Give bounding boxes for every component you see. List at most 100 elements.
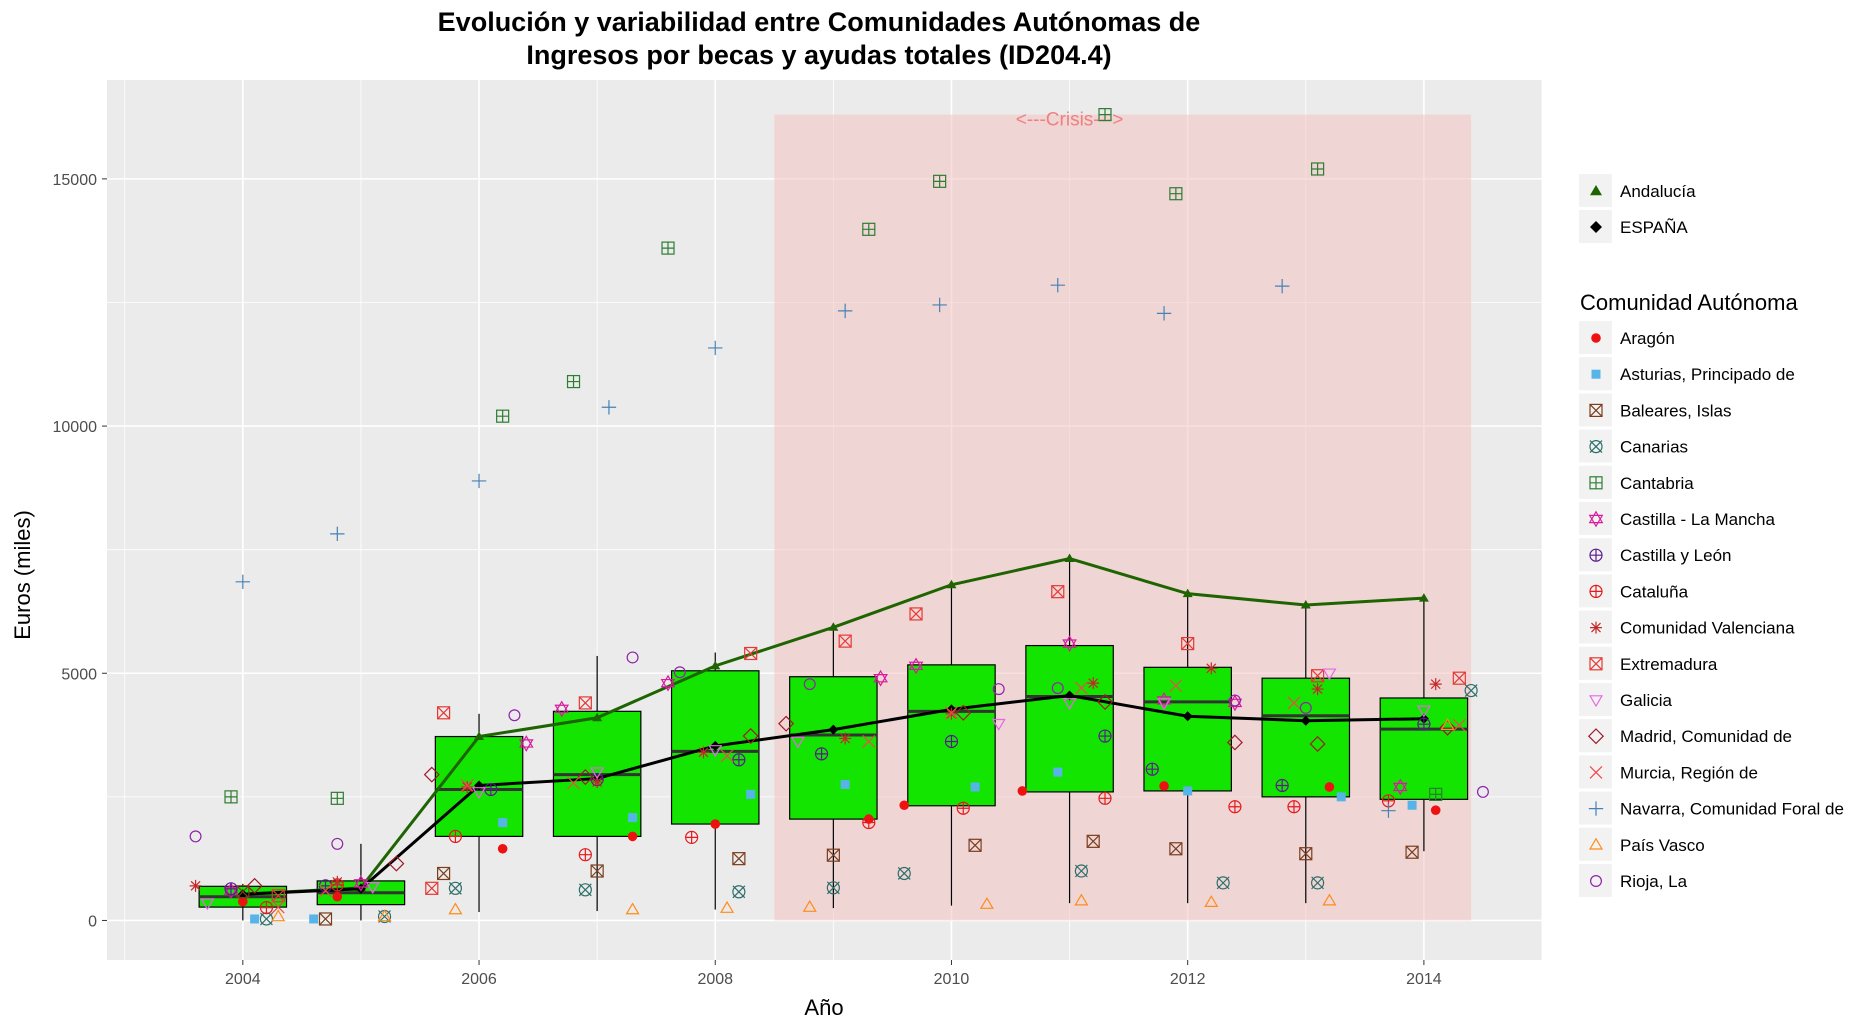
point — [968, 838, 982, 852]
point — [1452, 718, 1466, 732]
point — [838, 634, 852, 648]
point — [250, 914, 260, 924]
point — [1299, 701, 1312, 714]
point — [448, 881, 463, 895]
point — [271, 889, 285, 903]
y-tick-label: 10000 — [53, 419, 98, 436]
line-point — [1064, 553, 1075, 563]
legend-lines: Andalucía ESPAÑA — [1579, 174, 1696, 243]
point — [628, 813, 638, 823]
point — [365, 882, 380, 895]
point — [246, 877, 263, 894]
point — [1051, 682, 1064, 695]
point — [1228, 800, 1242, 814]
box — [1025, 644, 1114, 793]
line-point — [946, 579, 957, 589]
legend-key — [1579, 719, 1612, 753]
point — [839, 732, 852, 745]
y-axis-ticks: 0 5000 10000 15000 — [53, 172, 107, 930]
point — [1476, 785, 1489, 798]
point — [578, 883, 592, 897]
point — [437, 866, 451, 881]
point — [238, 896, 248, 907]
point — [744, 646, 758, 661]
point — [933, 174, 947, 188]
x-tick-label: 2004 — [225, 971, 261, 988]
legend-key — [1579, 827, 1612, 861]
point — [1216, 876, 1230, 890]
point — [461, 780, 474, 793]
point — [1062, 635, 1077, 652]
point — [1145, 762, 1159, 776]
legend-item: ESPAÑA — [1579, 210, 1688, 243]
point — [802, 899, 817, 912]
point — [259, 900, 274, 915]
series-Extremadura — [271, 585, 1466, 903]
x-tick-label: 2010 — [934, 971, 970, 988]
box — [789, 676, 878, 820]
legend-label: Canarias — [1620, 438, 1688, 457]
point — [626, 651, 639, 664]
point — [423, 766, 440, 783]
series-Galicia — [200, 668, 1431, 911]
point — [318, 912, 333, 926]
legend-item: Galicia — [1579, 683, 1673, 716]
point — [1407, 800, 1417, 810]
legend-label: Comunidad Valenciana — [1620, 619, 1795, 638]
point — [627, 831, 638, 842]
point — [590, 767, 605, 780]
point — [1169, 679, 1183, 693]
point — [778, 715, 795, 732]
legend-item: Andalucía — [1579, 174, 1696, 207]
point — [330, 526, 345, 542]
point — [732, 885, 746, 899]
line-point — [237, 889, 248, 900]
point — [862, 815, 876, 830]
point — [660, 674, 676, 692]
legend-label: Navarra, Comunidad Foral de — [1620, 800, 1844, 819]
point — [1429, 678, 1442, 691]
point — [710, 819, 721, 829]
point — [955, 704, 972, 721]
point — [732, 852, 746, 866]
legend-label: Cantabria — [1620, 474, 1694, 493]
legend-label: Cataluña — [1620, 582, 1689, 601]
boxplot-2011 — [1025, 559, 1114, 904]
point — [601, 400, 617, 415]
point — [837, 303, 853, 319]
legend-label: Castilla - La Mancha — [1620, 510, 1776, 529]
y-axis-title: Euros (miles) — [10, 510, 35, 640]
legend-item: Navarra, Comunidad Foral de — [1579, 791, 1844, 825]
point — [956, 801, 970, 815]
point — [189, 830, 202, 843]
point — [742, 727, 759, 745]
series-Comunidad Valenciana — [189, 662, 1442, 892]
line-point — [1182, 711, 1193, 722]
series-Baleares, Islas — [236, 834, 1419, 926]
legend-label: Baleares, Islas — [1620, 401, 1732, 420]
series-Murcia, Región de — [271, 679, 1466, 914]
point — [720, 749, 734, 763]
point — [1322, 668, 1337, 681]
point — [970, 782, 980, 792]
line-point — [1300, 715, 1311, 726]
legend-item: Canarias — [1579, 429, 1688, 463]
point — [661, 241, 675, 255]
point — [862, 735, 876, 748]
legend-label: País Vasco — [1620, 836, 1705, 855]
point — [1017, 786, 1028, 796]
point — [897, 866, 911, 881]
point — [1464, 683, 1478, 698]
point — [1287, 696, 1301, 710]
point — [1096, 693, 1114, 710]
point — [992, 683, 1005, 696]
legend-item: Extremadura — [1579, 646, 1718, 680]
point — [330, 791, 344, 805]
point — [1287, 800, 1301, 814]
point — [471, 473, 487, 489]
legend-item: Rioja, La — [1579, 864, 1688, 897]
point — [790, 736, 805, 749]
x-tick-label: 2006 — [461, 971, 497, 988]
point — [377, 909, 392, 922]
series-Asturias, Principado de — [250, 767, 1417, 924]
